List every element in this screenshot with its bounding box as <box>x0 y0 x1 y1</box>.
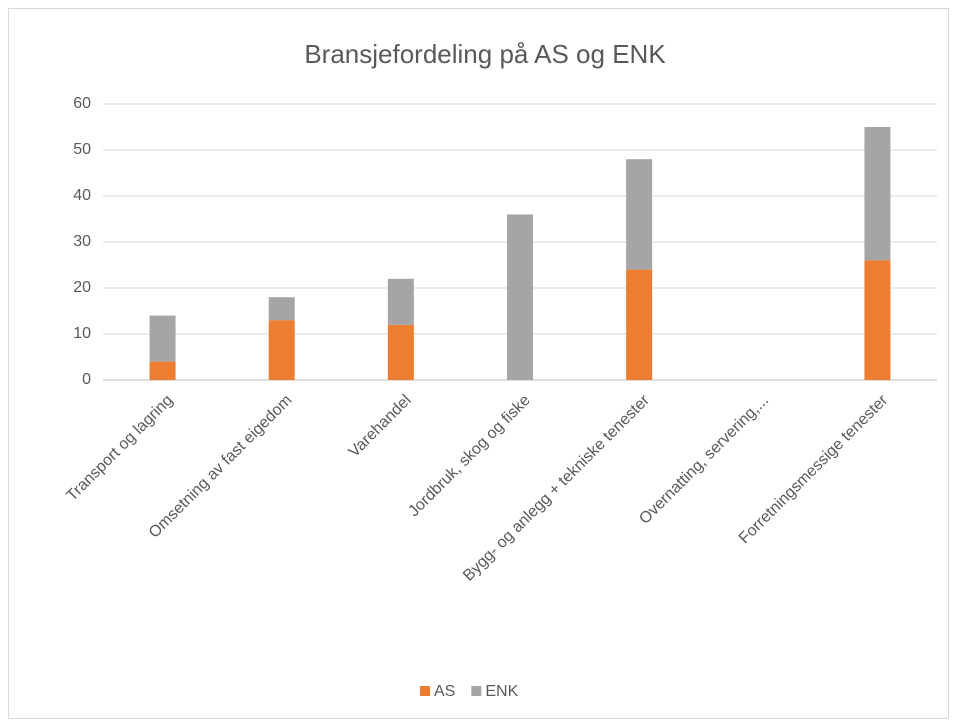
chart-border <box>8 8 949 719</box>
y-tick-label: 40 <box>73 187 91 204</box>
bar-segment <box>864 127 891 261</box>
bar-segment <box>626 269 653 380</box>
bar-segment <box>387 324 414 380</box>
bar-segment <box>387 278 414 325</box>
y-tick-label: 50 <box>73 141 91 158</box>
bar-segment <box>507 214 533 380</box>
y-tick-label: 60 <box>73 95 91 112</box>
y-tick-label: 30 <box>73 233 91 250</box>
chart-title: Bransjefordeling på AS og ENK <box>304 39 666 69</box>
y-tick-label: 10 <box>73 325 91 342</box>
bar-segment <box>864 260 891 380</box>
bar-segment <box>268 297 295 321</box>
legend-swatch <box>471 686 482 696</box>
bar-segment <box>268 320 295 380</box>
bar-segment <box>626 159 653 270</box>
bar-segment <box>149 315 176 362</box>
y-tick-label: 0 <box>82 371 91 388</box>
legend-label: AS <box>434 683 455 700</box>
legend-label: ENK <box>485 683 518 700</box>
bar-segment <box>149 361 176 380</box>
y-tick-label: 20 <box>73 279 91 296</box>
legend-swatch <box>420 686 430 696</box>
